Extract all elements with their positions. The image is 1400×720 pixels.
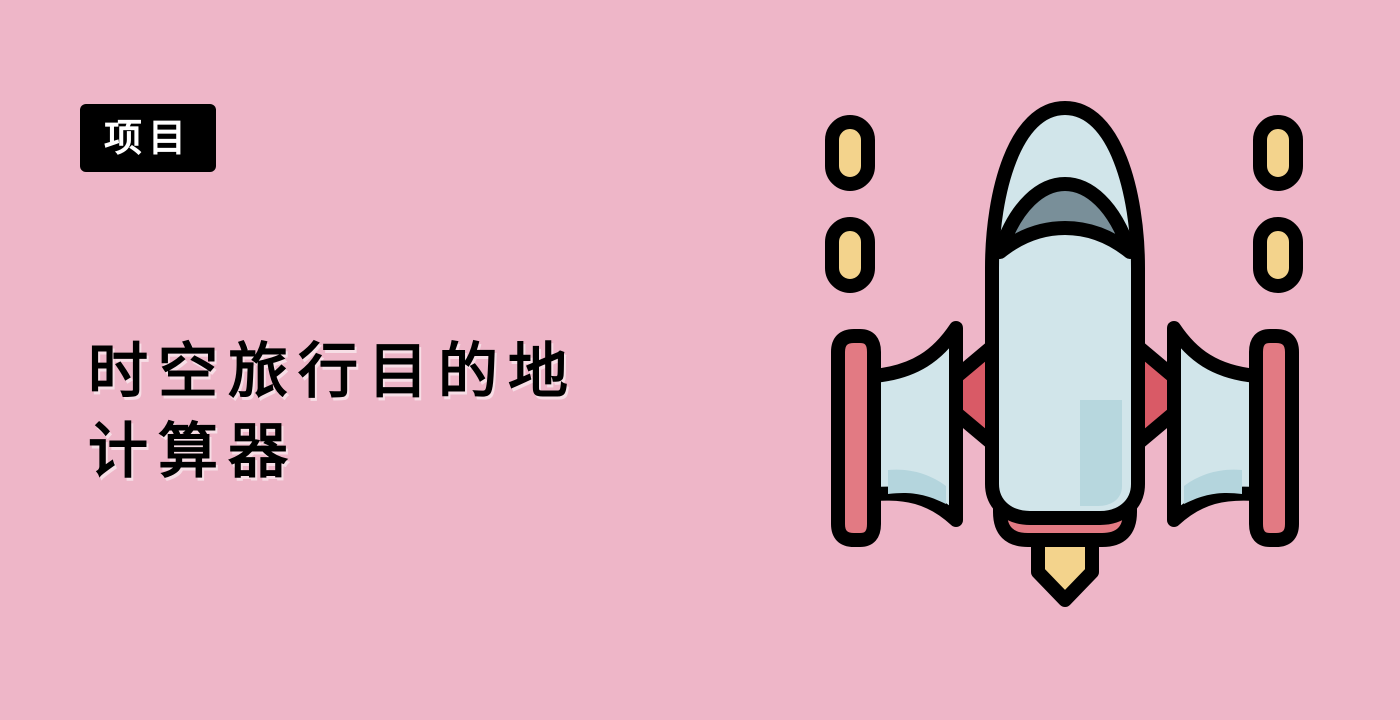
title-line-1: 时空旅行目的地 <box>88 337 578 407</box>
page-title: 时空旅行目的地 计算器 <box>88 332 688 492</box>
speed-dash-icon <box>1253 115 1303 191</box>
rocket-icon <box>825 101 1303 607</box>
speed-dash-icon <box>825 115 875 191</box>
title-line-2: 计算器 <box>88 417 298 487</box>
left-fin <box>831 329 881 547</box>
category-tag: 项目 <box>80 104 217 172</box>
rocket-window <box>993 177 1137 259</box>
flame-icon <box>1031 533 1099 607</box>
speed-dash-icon <box>1253 217 1303 293</box>
right-fin <box>1249 329 1299 547</box>
speed-dash-icon <box>825 217 875 293</box>
